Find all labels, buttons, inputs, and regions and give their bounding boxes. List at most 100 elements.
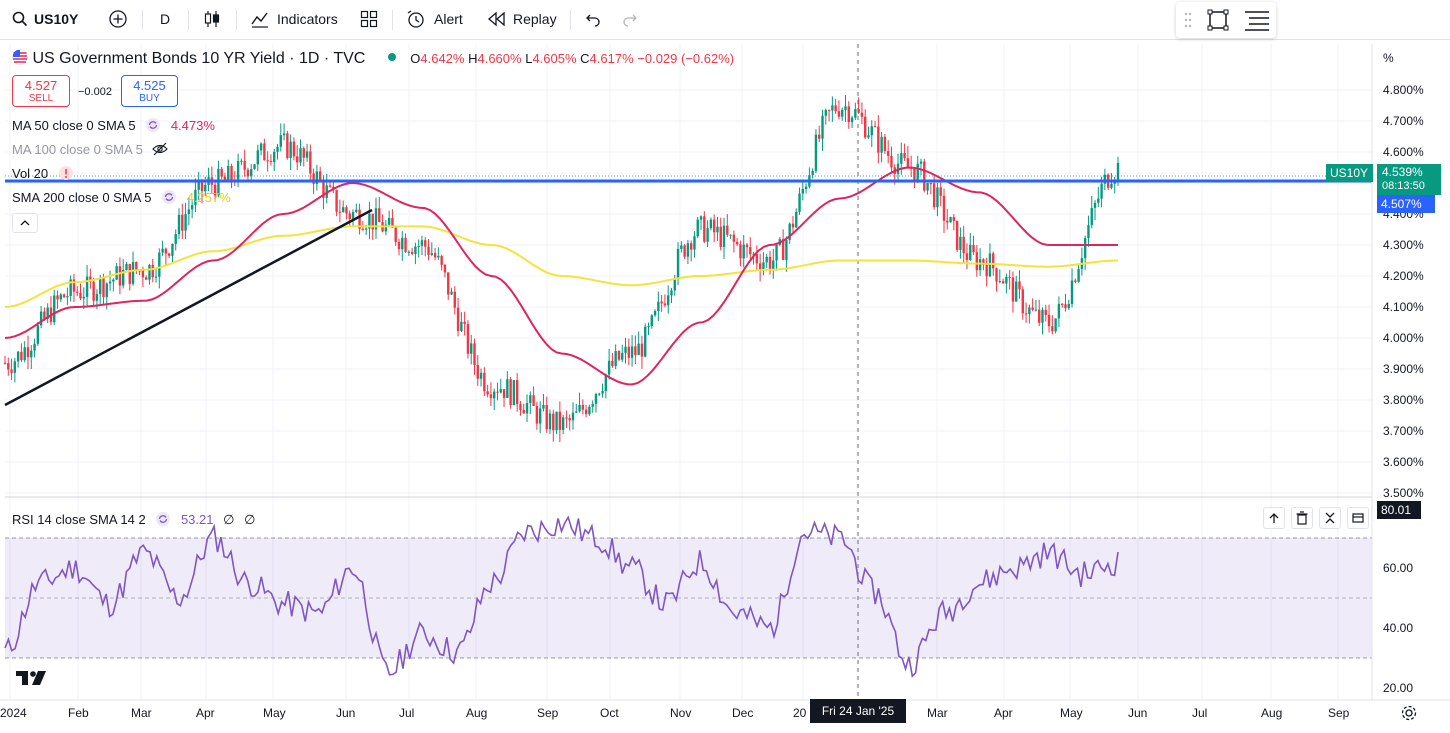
candle-body — [1034, 309, 1038, 311]
candle-body — [985, 265, 988, 277]
candle-body — [801, 188, 805, 194]
refresh-icon[interactable] — [155, 511, 171, 527]
candle-body — [115, 266, 118, 280]
candle-body — [952, 217, 956, 221]
candle-body — [99, 278, 102, 295]
candle-body — [686, 243, 690, 257]
alert-button[interactable]: Alert — [406, 0, 463, 38]
error-icon[interactable] — [58, 165, 74, 181]
candle-body — [338, 211, 342, 213]
replay-label: Replay — [513, 11, 557, 27]
candle-body — [299, 148, 302, 163]
candle-body — [125, 264, 128, 271]
candle-body — [604, 374, 608, 391]
chart-type-button[interactable] — [202, 0, 222, 38]
undo-button[interactable] — [585, 0, 601, 38]
candle-body — [269, 160, 273, 163]
replay-button[interactable]: Replay — [488, 0, 557, 38]
candle-body — [56, 295, 59, 300]
candle-body — [1008, 276, 1011, 278]
candle-body — [1090, 207, 1093, 226]
buy-label: BUY — [139, 93, 160, 104]
refresh-icon[interactable] — [145, 117, 161, 133]
toolbar-divider — [142, 10, 143, 30]
candle-body — [273, 151, 276, 163]
time-tick-label: 20 — [793, 706, 807, 720]
candle-body — [499, 389, 502, 393]
trendline-drawing[interactable] — [4, 208, 373, 407]
candle-body — [204, 184, 207, 192]
candle-body — [414, 246, 417, 254]
select-rectangle-icon[interactable] — [1207, 9, 1229, 31]
price-scale-unit[interactable]: % — [1383, 51, 1394, 65]
us-flag-icon — [12, 49, 28, 65]
candle-body — [325, 185, 328, 198]
price-tick-label: 3.800% — [1383, 393, 1424, 407]
collapse-legend-button[interactable] — [12, 213, 38, 233]
toolbar-divider — [236, 10, 237, 30]
toolbar-divider — [392, 10, 393, 30]
candle-body — [1110, 183, 1113, 188]
candle-body — [591, 403, 594, 407]
drag-handle-icon[interactable] — [1184, 12, 1192, 28]
rsi-legend[interactable]: RSI 14 close SMA 14 2 53.21 ∅ ∅ — [12, 511, 255, 528]
chart-settings-button[interactable] — [1400, 704, 1418, 727]
price-tick-label: 4.300% — [1383, 238, 1424, 252]
candle-body — [190, 205, 194, 210]
price-tick-label: 4.100% — [1383, 300, 1424, 314]
candle-body — [20, 351, 23, 361]
ma100-legend[interactable]: MA 100 close 0 SMA 5 — [12, 141, 169, 157]
candle-body — [489, 394, 493, 399]
candle-body — [768, 256, 772, 270]
candle-body — [1077, 268, 1080, 282]
tradingview-logo[interactable] — [16, 671, 46, 685]
candle-body — [46, 307, 49, 319]
interval-button[interactable]: D — [160, 0, 170, 38]
candle-body — [112, 279, 115, 282]
candle-body — [368, 213, 371, 229]
collapse-pane-button[interactable] — [1319, 507, 1341, 529]
market-status-dot[interactable] — [387, 53, 396, 61]
candle-body — [745, 244, 749, 248]
redo-button[interactable] — [622, 0, 638, 38]
sma200-legend[interactable]: SMA 200 close 0 SMA 5 4.257% — [12, 189, 231, 205]
ma50-label: MA 50 close 0 SMA 5 — [12, 118, 136, 133]
volume-legend[interactable]: Vol 20 — [12, 165, 74, 181]
indicators-button[interactable]: Indicators — [250, 0, 338, 38]
candle-body — [53, 295, 56, 323]
delete-pane-button[interactable] — [1291, 507, 1313, 529]
candle-body — [552, 413, 555, 431]
compare-button[interactable] — [108, 0, 128, 38]
buy-button[interactable]: 4.525 BUY — [121, 75, 178, 107]
last-price-value: 4.539% — [1382, 165, 1423, 179]
candle-body — [873, 126, 877, 128]
candle-body — [545, 405, 548, 430]
candle-body — [430, 253, 434, 255]
gear-icon — [1401, 705, 1417, 721]
candle-body — [683, 245, 686, 257]
sell-button[interactable]: 4.527 SELL — [12, 75, 70, 107]
candle-body — [1001, 281, 1005, 284]
candle-body — [722, 225, 726, 247]
price-tick-label: 3.900% — [1383, 362, 1424, 376]
candle-body — [913, 168, 916, 181]
move-pane-up-button[interactable] — [1263, 507, 1285, 529]
candle-body — [144, 277, 148, 280]
time-tick-label: Apr — [196, 706, 215, 720]
chart-title[interactable]: US Government Bonds 10 YR Yield · 1D · T… — [32, 50, 366, 67]
refresh-icon[interactable] — [161, 189, 177, 205]
candle-body — [410, 251, 414, 254]
maximize-pane-button[interactable] — [1347, 507, 1369, 529]
candle-body — [220, 168, 223, 177]
symbol-search[interactable]: US10Y — [12, 0, 78, 38]
layouts-button[interactable] — [360, 0, 378, 38]
chart-canvas[interactable] — [0, 40, 1450, 733]
candle-body — [292, 141, 296, 157]
candle-body — [936, 187, 939, 208]
eye-hidden-icon[interactable] — [152, 141, 169, 157]
last-price-label: 4.539% 08:13:50 — [1377, 164, 1441, 195]
candle-body — [460, 321, 463, 332]
time-tick-label: Jun — [1128, 706, 1148, 720]
object-tree-icon[interactable] — [1244, 9, 1270, 31]
ma50-legend[interactable]: MA 50 close 0 SMA 5 4.473% — [12, 117, 215, 133]
